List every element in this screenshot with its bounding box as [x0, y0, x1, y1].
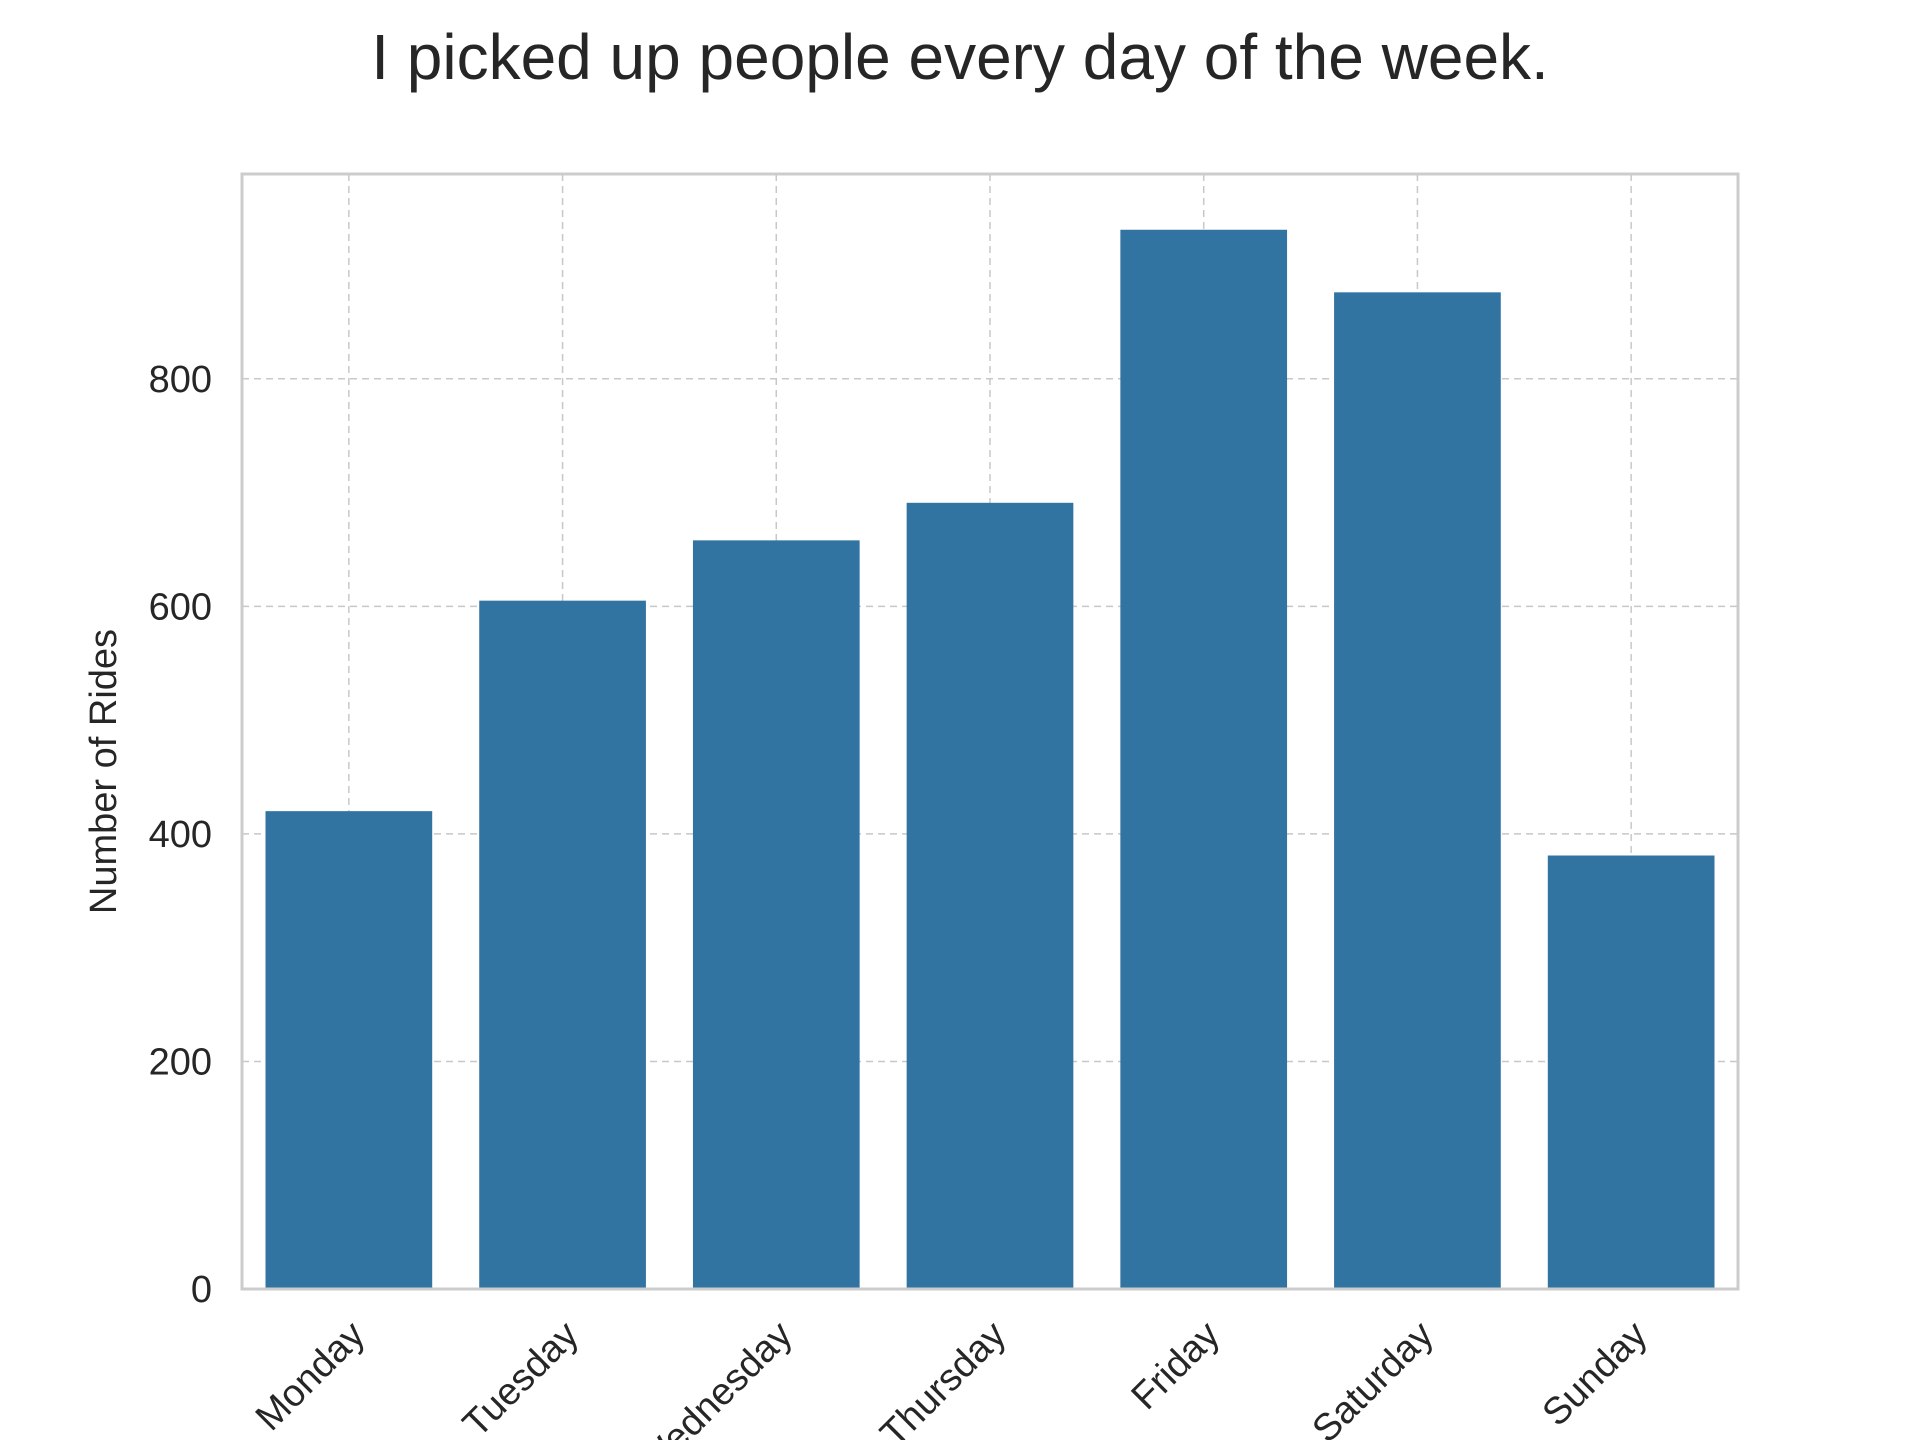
x-tick-label: Tuesday: [455, 1314, 587, 1440]
y-tick-labels: 0 200 400 600 800: [149, 359, 212, 1311]
x-tick-label: Sunday: [1535, 1314, 1656, 1435]
y-tick-label: 400: [149, 814, 212, 856]
y-tick-label: 200: [149, 1041, 212, 1083]
x-tick-label: Saturday: [1305, 1314, 1442, 1440]
bar-tuesday: [479, 600, 646, 1289]
bar-saturday: [1334, 292, 1501, 1289]
bar-sunday: [1547, 855, 1715, 1289]
bar-friday: [1120, 229, 1288, 1289]
y-axis-label: Number of Rides: [83, 629, 125, 914]
bar-wednesday: [692, 540, 860, 1289]
plot-frame: [240, 172, 1740, 1291]
y-tick-label: 600: [149, 586, 212, 628]
x-tick-label: Wednesday: [630, 1314, 801, 1440]
x-tick-label: Monday: [248, 1314, 373, 1439]
bar-thursday: [906, 502, 1074, 1289]
x-tick-label: Thursday: [873, 1314, 1015, 1440]
bar-monday: [265, 811, 433, 1289]
x-tick-labels: Monday Tuesday Wednesday Thursday Friday Satu…: [248, 1314, 1656, 1440]
x-tick-label: Friday: [1124, 1314, 1228, 1418]
y-tick-label: 800: [149, 359, 212, 401]
chart-title: I picked up people every day of the week…: [371, 21, 1549, 93]
y-tick-label: 0: [191, 1269, 212, 1311]
bars-layer: [265, 229, 1715, 1289]
